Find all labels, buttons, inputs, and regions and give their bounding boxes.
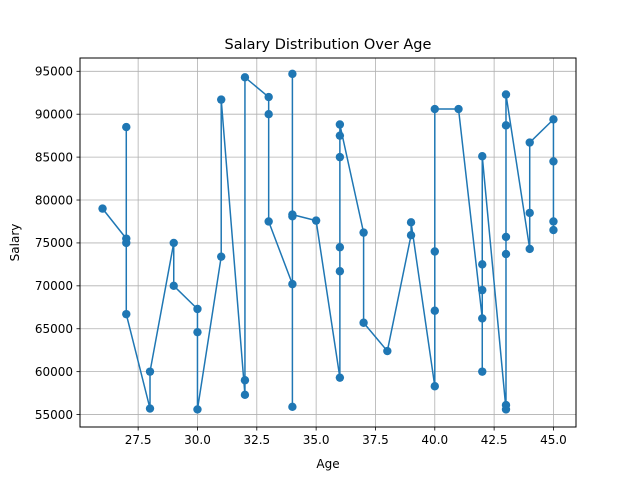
y-tick-label: 85000 bbox=[35, 150, 73, 164]
data-point bbox=[478, 314, 487, 323]
data-point bbox=[288, 210, 297, 219]
data-point bbox=[122, 122, 131, 132]
y-axis-label: Salary bbox=[8, 224, 22, 262]
y-tick-label: 60000 bbox=[35, 365, 73, 379]
data-point bbox=[169, 238, 178, 248]
data-point bbox=[454, 104, 463, 114]
data-point bbox=[98, 204, 107, 213]
data-point bbox=[335, 120, 345, 129]
x-tick-label: 40.0 bbox=[421, 433, 448, 447]
data-point bbox=[406, 218, 416, 227]
data-point bbox=[264, 110, 273, 119]
chart-title: Salary Distribution Over Age bbox=[225, 37, 432, 53]
y-tick-label: 65000 bbox=[35, 322, 73, 336]
x-axis-label: Age bbox=[316, 457, 339, 471]
data-point bbox=[549, 157, 558, 166]
x-axis-ticks: 27.5 30.0 32.5 35.0 37.5 40.0 42.5 45.0 bbox=[125, 427, 567, 447]
y-tick-label: 55000 bbox=[35, 408, 73, 422]
data-point bbox=[335, 267, 345, 276]
data-point bbox=[122, 238, 131, 248]
data-point bbox=[359, 318, 368, 327]
data-point bbox=[501, 400, 511, 410]
data-point bbox=[478, 260, 487, 269]
x-tick-label: 27.5 bbox=[125, 433, 152, 447]
data-point bbox=[145, 404, 155, 413]
x-tick-label: 42.5 bbox=[481, 433, 508, 447]
data-point bbox=[288, 279, 297, 289]
data-point bbox=[193, 304, 202, 314]
data-series bbox=[98, 69, 558, 414]
data-point bbox=[501, 90, 511, 99]
data-point bbox=[430, 382, 439, 391]
data-point bbox=[406, 231, 416, 240]
y-tick-label: 95000 bbox=[35, 65, 73, 79]
data-point bbox=[335, 152, 345, 162]
data-point bbox=[288, 69, 297, 79]
y-tick-label: 70000 bbox=[35, 279, 73, 293]
data-point bbox=[501, 121, 511, 130]
data-point bbox=[501, 232, 511, 242]
data-point bbox=[430, 247, 439, 256]
data-point bbox=[478, 367, 487, 376]
data-point bbox=[240, 73, 250, 82]
data-point bbox=[501, 249, 511, 259]
y-tick-label: 80000 bbox=[35, 193, 73, 207]
data-point bbox=[240, 390, 250, 400]
data-point bbox=[169, 281, 178, 291]
x-tick-label: 35.0 bbox=[303, 433, 330, 447]
data-point bbox=[549, 225, 558, 235]
data-point bbox=[288, 402, 297, 412]
x-tick-label: 32.5 bbox=[243, 433, 270, 447]
data-point bbox=[478, 285, 487, 295]
data-point bbox=[145, 367, 155, 376]
data-point bbox=[525, 138, 534, 147]
data-point bbox=[264, 92, 273, 102]
plot-area-frame bbox=[79, 57, 577, 428]
data-point bbox=[549, 217, 558, 226]
y-axis-ticks: 55000 60000 65000 70000 75000 80000 85000 90000… bbox=[35, 65, 80, 422]
y-tick-label: 90000 bbox=[35, 108, 73, 122]
data-point bbox=[217, 95, 226, 104]
data-point bbox=[122, 309, 131, 319]
data-point bbox=[193, 405, 202, 414]
data-point bbox=[549, 115, 558, 124]
data-point bbox=[240, 376, 250, 385]
data-point bbox=[335, 243, 345, 252]
x-tick-label: 30.0 bbox=[184, 433, 211, 447]
data-point bbox=[311, 216, 321, 225]
data-point bbox=[264, 217, 273, 226]
data-point bbox=[525, 208, 534, 218]
x-tick-label: 37.5 bbox=[362, 433, 389, 447]
data-point bbox=[359, 228, 368, 237]
y-tick-label: 75000 bbox=[35, 236, 73, 250]
data-point bbox=[430, 306, 439, 315]
data-point bbox=[193, 327, 202, 337]
data-point bbox=[430, 104, 439, 114]
data-point bbox=[525, 244, 534, 254]
data-point bbox=[335, 373, 345, 382]
data-point bbox=[217, 252, 226, 261]
data-point bbox=[478, 152, 487, 161]
data-point bbox=[383, 346, 392, 356]
data-point bbox=[335, 131, 345, 140]
x-tick-label: 45.0 bbox=[540, 433, 567, 447]
